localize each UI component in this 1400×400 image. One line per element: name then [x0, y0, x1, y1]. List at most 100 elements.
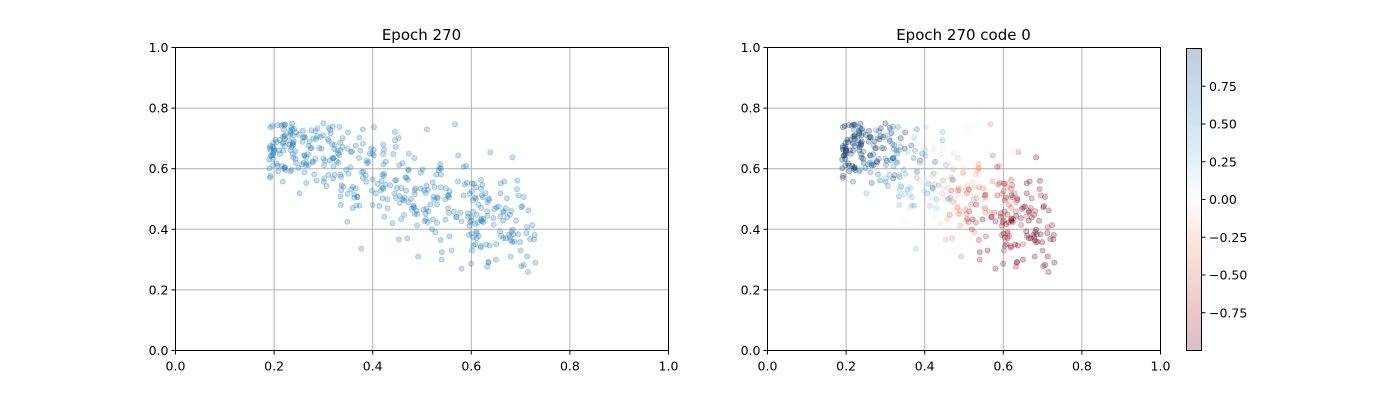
scatter-point — [288, 144, 295, 151]
scatter-point — [490, 221, 497, 228]
scatter-point — [1007, 244, 1014, 251]
scatter-point — [875, 171, 882, 178]
scatter-point — [928, 178, 935, 185]
scatter-point — [1045, 207, 1052, 214]
scatter-point — [273, 160, 280, 167]
scatter-point — [347, 164, 354, 171]
scatter-point — [901, 190, 908, 197]
scatter-point — [865, 138, 872, 145]
scatter-point — [988, 213, 995, 220]
scatter-point — [911, 202, 918, 209]
scatter-point — [404, 235, 411, 242]
scatter-point — [480, 219, 487, 226]
scatter-point — [858, 138, 865, 145]
grid-left — [175, 47, 669, 351]
scatter-point — [446, 233, 453, 240]
scatter-point — [851, 164, 858, 171]
scatter-point — [939, 190, 946, 197]
scatter-point — [909, 194, 916, 201]
scatter-point — [987, 121, 994, 128]
scatter-point — [962, 187, 969, 194]
scatter-point — [908, 202, 915, 209]
scatter-point — [299, 127, 306, 134]
scatter-point — [868, 154, 875, 161]
scatter-point — [281, 122, 288, 129]
scatter-point — [1026, 209, 1033, 216]
scatter-point — [438, 171, 445, 178]
scatter-point — [458, 218, 465, 225]
y-tick-label: 0.8 — [149, 101, 169, 116]
scatter-point — [948, 174, 955, 181]
scatter-point — [486, 242, 493, 249]
scatter-point — [469, 180, 476, 187]
scatter-point — [395, 134, 402, 141]
y-tick-label: 1.0 — [741, 40, 761, 55]
scatter-point — [527, 235, 534, 242]
scatter-point — [1003, 241, 1010, 248]
scatter-point — [1007, 243, 1014, 250]
scatter-point — [939, 128, 946, 135]
scatter-point — [1025, 235, 1032, 242]
scatter-point — [485, 197, 492, 204]
scatter-point — [280, 133, 287, 140]
scatter-point — [417, 169, 424, 176]
scatter-point — [457, 209, 464, 216]
scatter-point — [267, 152, 274, 159]
scatter-point — [290, 138, 297, 145]
scatter-point — [463, 179, 470, 186]
scatter-point — [429, 216, 436, 223]
scatter-point — [423, 126, 430, 133]
scatter-point — [1006, 232, 1013, 239]
scatter-point — [976, 249, 983, 256]
scatter-point — [1036, 186, 1043, 193]
scatter-point — [414, 222, 421, 229]
scatter-point — [904, 149, 911, 156]
scatter-point — [517, 247, 524, 254]
scatter-point — [870, 142, 877, 149]
scatter-point — [289, 142, 296, 149]
scatter-point — [445, 205, 452, 212]
scatter-point — [295, 131, 302, 138]
scatter-point — [968, 226, 975, 233]
scatter-point — [1008, 204, 1015, 211]
scatter-point — [392, 143, 399, 150]
scatter-point — [298, 161, 305, 168]
scatter-point — [856, 131, 863, 138]
scatter-point — [281, 164, 288, 171]
x-tick-label: 0.6 — [993, 359, 1013, 374]
scatter-point — [1009, 182, 1016, 189]
scatter-point — [376, 202, 383, 209]
scatter-point — [391, 190, 398, 197]
scatter-point — [930, 173, 937, 180]
scatter-point — [860, 159, 867, 166]
scatter-point — [472, 195, 479, 202]
scatter-point — [345, 129, 352, 136]
scatter-point — [329, 141, 336, 148]
scatter-point — [382, 158, 389, 165]
scatter-point — [310, 159, 317, 166]
scatter-point — [511, 238, 518, 245]
scatter-point — [369, 176, 376, 183]
scatter-point — [314, 133, 321, 140]
points-left — [266, 120, 539, 276]
scatter-point — [290, 154, 297, 161]
scatter-point — [1003, 194, 1010, 201]
scatter-point — [420, 206, 427, 213]
scatter-point — [858, 151, 865, 158]
scatter-point — [986, 208, 993, 215]
scatter-point — [905, 183, 912, 190]
scatter-point — [957, 253, 964, 260]
scatter-point — [1023, 228, 1030, 235]
scatter-point — [399, 195, 406, 202]
scatter-point — [922, 146, 929, 153]
scatter-point — [419, 166, 426, 173]
scatter-point — [872, 145, 879, 152]
scatter-point — [999, 190, 1006, 197]
colorbar-tick-label: 0.25 — [1209, 154, 1237, 169]
scatter-point — [966, 208, 973, 215]
scatter-point — [850, 147, 857, 154]
scatter-point — [839, 142, 846, 149]
scatter-point — [1023, 190, 1030, 197]
scatter-point — [1002, 180, 1009, 187]
scatter-point — [850, 121, 857, 128]
